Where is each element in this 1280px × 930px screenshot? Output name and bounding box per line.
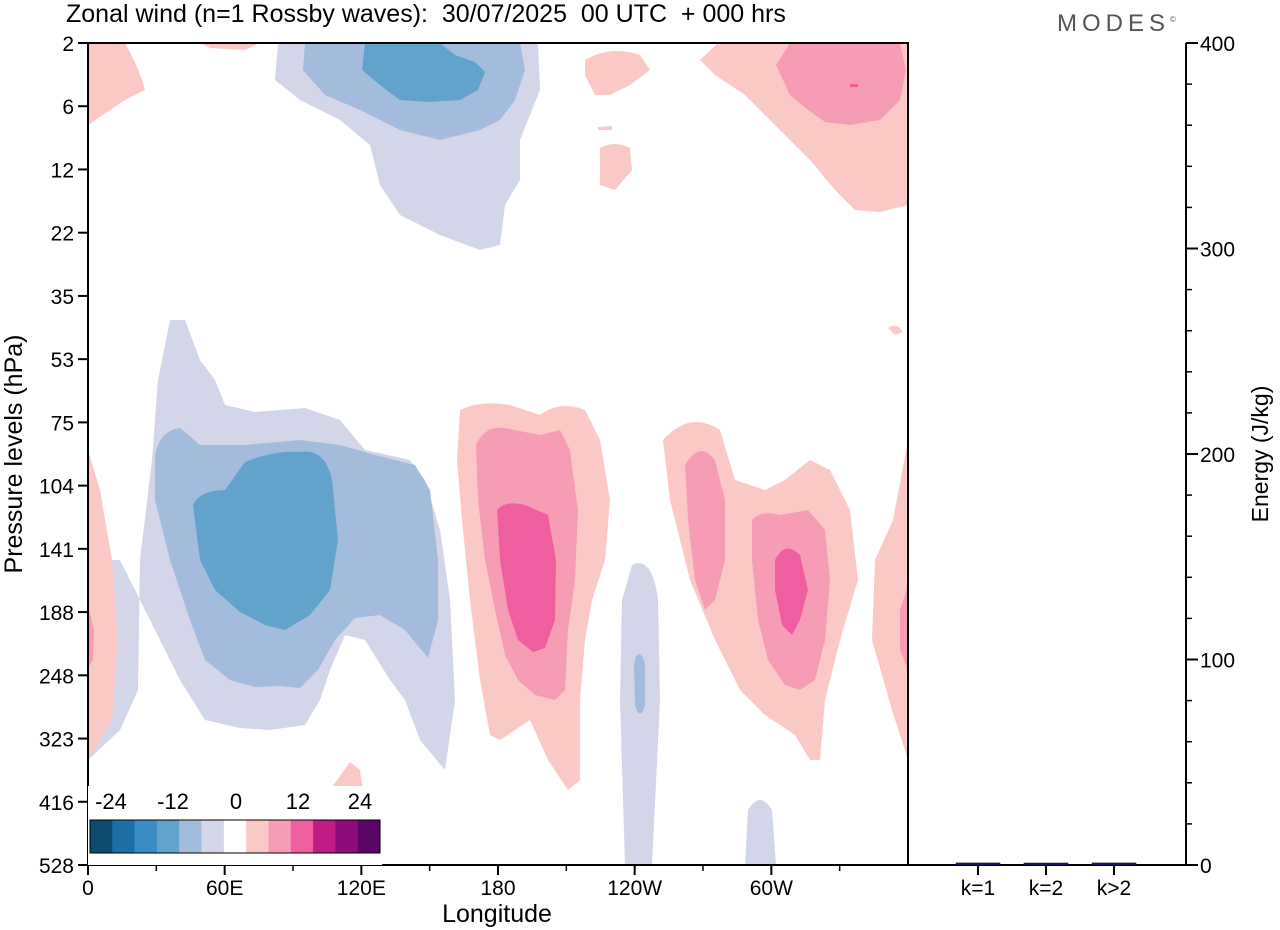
colorbar-label: -24	[95, 789, 127, 814]
contour-neg-lev3-stratosphere	[362, 43, 485, 102]
left-axis: 2 6 12 22 35 53 75 104 141 188 248 323 416 528	[39, 33, 88, 878]
bottom-axis: 0 60E 120E 180 120W 60W	[82, 865, 841, 900]
energy-axis-label: Energy (J/kg)	[1247, 386, 1273, 523]
bar-category-label: k=1	[961, 877, 995, 900]
energy-tick-label: 100	[1200, 650, 1235, 673]
energy-bar	[1023, 862, 1069, 866]
contour-neg-lev1-60w	[745, 800, 776, 865]
contour-pos-lev1-small-b	[600, 144, 632, 190]
y-tick-label: 248	[39, 665, 74, 688]
energy-tick-label: 200	[1200, 444, 1235, 467]
y-tick-label: 53	[51, 349, 74, 372]
y-tick-label: 35	[51, 286, 74, 309]
colorbar-swatch	[223, 820, 247, 853]
x-axis-label: Longitude	[442, 900, 552, 928]
colorbar-swatch	[246, 820, 269, 853]
logo-text: MODES	[1057, 10, 1171, 37]
colorbar-swatch	[90, 820, 113, 853]
colorbar-label: 0	[230, 789, 242, 814]
logo-mark: ©	[1170, 15, 1176, 24]
colorbar-swatch	[134, 820, 158, 853]
contour-pos-lev1-stratosphere-blob	[585, 51, 650, 95]
x-tick-label: 120W	[607, 877, 662, 900]
colorbar-swatch	[357, 820, 381, 853]
contour-pos-lev1-small-a	[598, 126, 612, 130]
contour-pos-lev3-180	[497, 503, 556, 652]
y-tick-label: 323	[39, 729, 74, 752]
colorbar-frame	[89, 819, 381, 854]
y-tick-label: 22	[51, 223, 74, 246]
contour-level-3	[193, 43, 858, 652]
colorbar-swatch	[335, 820, 358, 853]
contour-pos-lev2-ne	[776, 43, 906, 125]
colorbar-swatch	[112, 820, 135, 853]
x-tick-label: 60W	[750, 877, 793, 900]
colorbar-label: -12	[157, 789, 189, 814]
colorbar-swatch	[201, 820, 225, 853]
contour-pos-lev2-west-edge	[88, 605, 94, 668]
y-tick-label: 416	[39, 792, 74, 815]
energy-bar	[955, 862, 1001, 866]
contour-field	[88, 43, 908, 865]
right-axis: 0 100 200 300 400	[1186, 33, 1235, 878]
y-tick-label: 12	[51, 159, 74, 182]
contour-pos-lev1-west-edge	[88, 450, 118, 760]
x-tick-label: 60E	[206, 877, 243, 900]
bar-category-label: k=2	[1029, 877, 1063, 900]
energy-bars: k=1 k=2 k>2	[955, 862, 1137, 900]
chart-title: Zonal wind (n=1 Rossby waves): 30/07/202…	[66, 0, 786, 28]
contour-pos-lev2-60w-a	[685, 451, 725, 610]
energy-bar	[1091, 862, 1137, 866]
contour-neg-lev3-troposphere	[193, 451, 338, 630]
contour-neg-lev1-120w	[620, 563, 660, 865]
y-tick-label: 75	[51, 412, 74, 435]
x-tick-label: 180	[480, 877, 515, 900]
contour-pos-lev2-east-edge	[900, 585, 908, 670]
colorbar-swatch	[290, 820, 314, 853]
energy-tick-label: 300	[1200, 239, 1235, 262]
colorbar-swatch	[268, 820, 292, 853]
y-tick-label: 104	[39, 476, 74, 499]
contour-pos-lev1-nw-corner	[88, 43, 145, 125]
contour-pos-lev3-ne-dot	[850, 84, 858, 87]
y-tick-label: 188	[39, 602, 74, 625]
y-axis-label: Pressure levels (hPa)	[0, 335, 28, 574]
y-tick-label: 528	[39, 855, 74, 878]
contour-pos-lev3-60w	[775, 548, 808, 635]
colorbar: -24 -12 0 12 24	[88, 786, 382, 865]
modes-logo: MODES©	[1057, 10, 1176, 38]
contour-pos-lev1-top-strip	[200, 43, 260, 50]
x-tick-label: 0	[82, 877, 94, 900]
colorbar-swatch	[179, 820, 202, 853]
energy-tick-label: 0	[1200, 855, 1212, 878]
colorbar-label: 24	[348, 789, 372, 814]
colorbar-swatch	[313, 820, 336, 853]
y-tick-label: 2	[62, 33, 74, 56]
bar-category-label: k>2	[1097, 877, 1131, 900]
x-tick-label: 120E	[337, 877, 386, 900]
colorbar-label: 12	[286, 789, 310, 814]
y-tick-label: 6	[62, 96, 74, 119]
contour-pos-lev1-tiny	[888, 325, 903, 335]
contour-pos-lev1-east-edge	[872, 440, 908, 760]
energy-tick-label: 400	[1200, 33, 1235, 56]
contour-neg-lev2-120w	[634, 654, 645, 714]
y-tick-label: 141	[39, 539, 74, 562]
colorbar-swatch	[156, 820, 180, 853]
